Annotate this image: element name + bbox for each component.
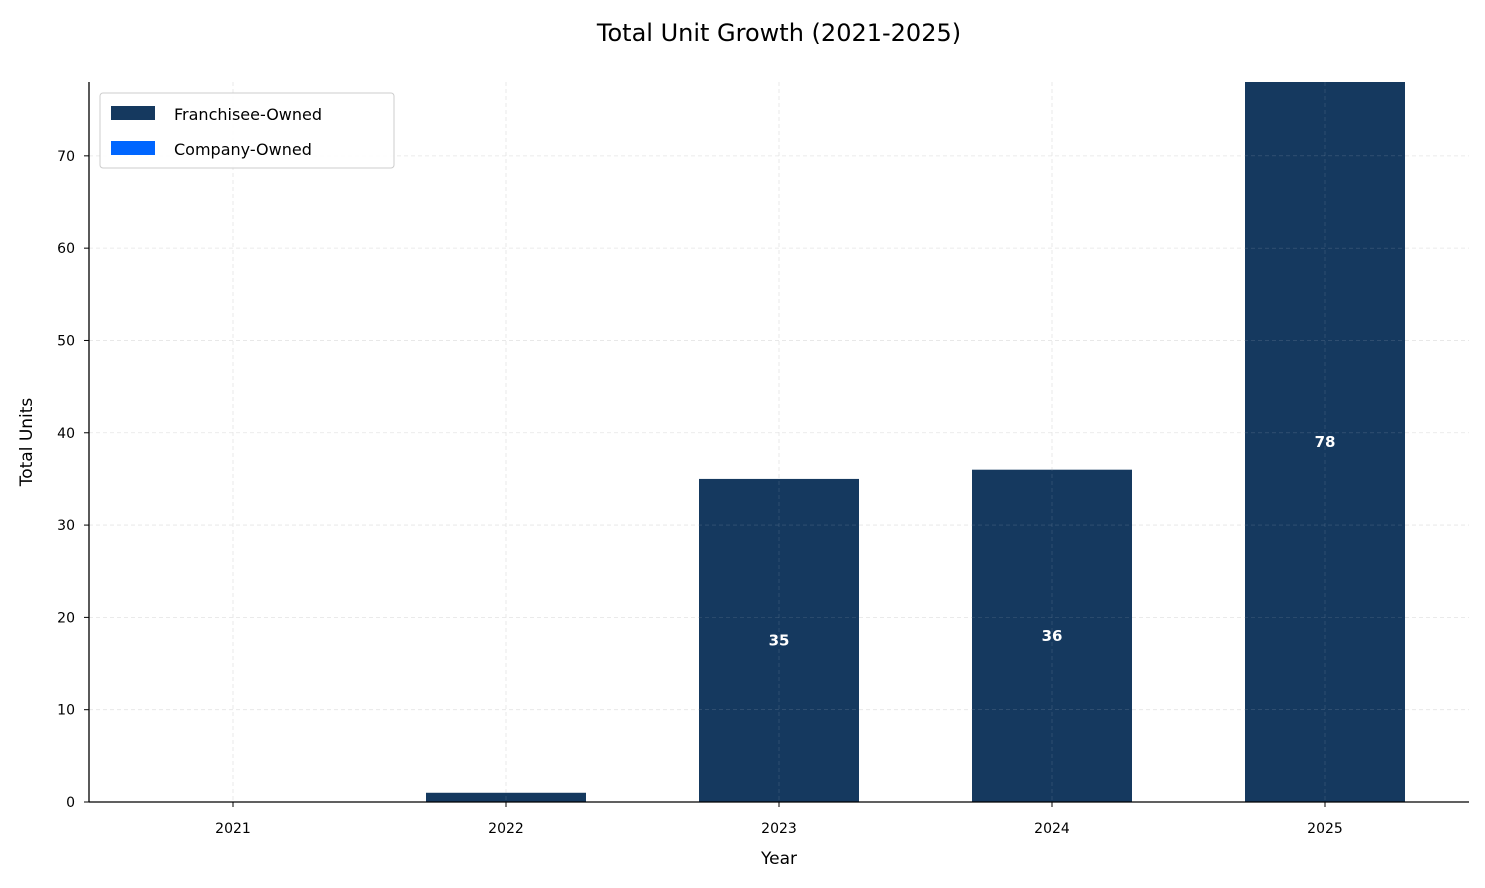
bar-franchisee-owned-2023 xyxy=(699,478,859,802)
x-tick-label: 2024 xyxy=(1034,821,1070,837)
x-tick-label: 2021 xyxy=(215,821,251,837)
bar-franchisee-owned-2022 xyxy=(426,792,586,802)
y-tick-label: 50 xyxy=(57,333,75,349)
y-tick-label: 20 xyxy=(57,610,75,626)
y-tick-label: 60 xyxy=(57,241,75,257)
x-axis-ticks: 2021 2022 2023 2024 2025 xyxy=(215,802,1343,837)
y-axis-label: Total Units xyxy=(17,398,37,488)
y-axis-ticks: 0 10 20 30 40 50 60 70 xyxy=(57,149,89,811)
bar-franchisee-owned-2025 xyxy=(1245,82,1405,802)
legend: Franchisee-Owned Company-Owned xyxy=(99,92,395,169)
bar-value-label: 35 xyxy=(769,631,790,649)
bar-value-label: 36 xyxy=(1042,627,1063,645)
x-tick-label: 2022 xyxy=(488,821,524,837)
y-tick-label: 70 xyxy=(57,149,75,165)
bar-value-label: 78 xyxy=(1315,433,1336,451)
x-axis-label: Year xyxy=(760,849,797,869)
legend-label-franchisee-owned: Franchisee-Owned xyxy=(174,105,322,124)
y-tick-label: 30 xyxy=(57,518,75,534)
bar-labels: 35 36 78 xyxy=(769,433,1336,649)
y-tick-label: 10 xyxy=(57,703,75,719)
legend-swatch-company-owned xyxy=(111,141,155,155)
x-tick-label: 2023 xyxy=(761,821,797,837)
x-tick-label: 2025 xyxy=(1307,821,1343,837)
legend-swatch-franchisee-owned xyxy=(111,106,155,120)
bars xyxy=(89,82,1469,803)
y-tick-label: 0 xyxy=(66,795,75,811)
y-tick-label: 40 xyxy=(57,426,75,442)
chart-title: Total Unit Growth (2021-2025) xyxy=(596,19,961,47)
bar-franchisee-owned-2024 xyxy=(972,469,1132,802)
legend-label-company-owned: Company-Owned xyxy=(174,140,312,159)
legend-box xyxy=(99,92,395,169)
